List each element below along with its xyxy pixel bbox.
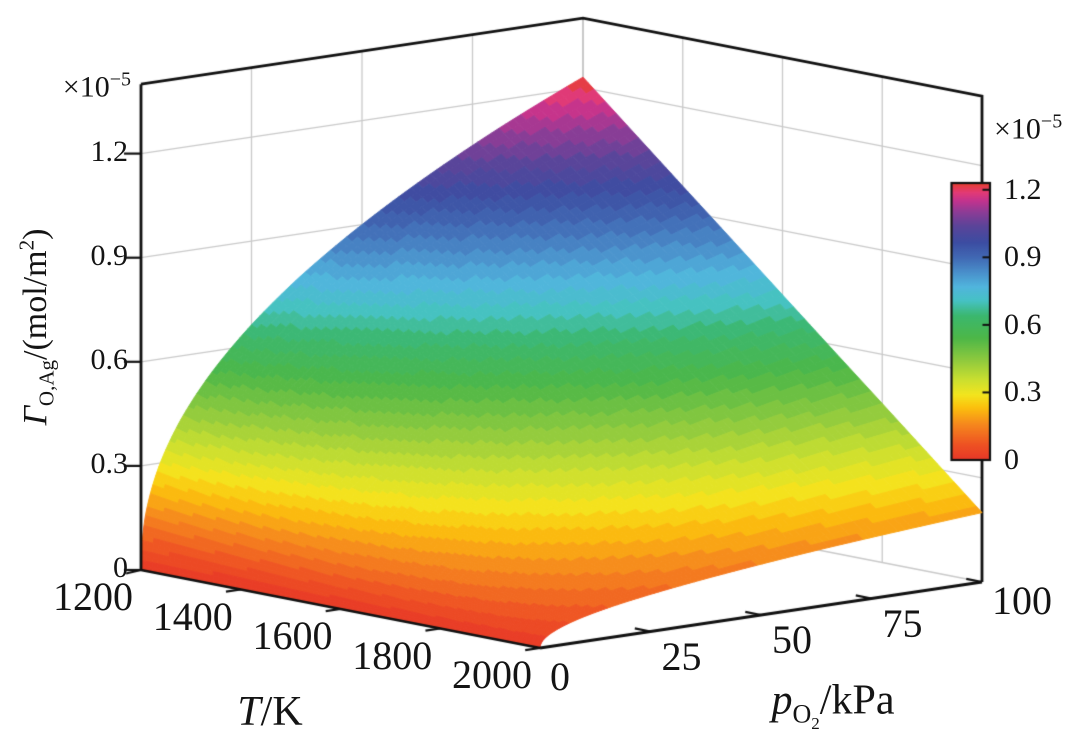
p-tick-label: 25 xyxy=(661,633,702,679)
t-tick-label: 1200 xyxy=(53,574,133,619)
colorbar-tick-label: 1.2 xyxy=(1004,172,1042,206)
z-tick-label: 1.2 xyxy=(90,134,129,168)
z-scale-base: ×10 xyxy=(62,70,110,104)
p-title-subscript: O2 xyxy=(792,700,820,734)
t-tick-label: 1400 xyxy=(152,593,233,639)
p-title-symbol: p xyxy=(771,677,793,724)
p-title-unit: /kPa xyxy=(819,677,895,724)
colorbar-tick-label: 0.9 xyxy=(1004,240,1042,274)
z-title-subscript: O,Ag xyxy=(34,359,59,407)
z-axis-scale-label: ×10−5 xyxy=(63,70,131,103)
t-tick-label: 1600 xyxy=(252,613,333,658)
colorbar-tick-label: 0.6 xyxy=(1004,307,1042,341)
colorbar-tick-label: 0 xyxy=(1004,443,1019,476)
z-title-unit-exponent: 2 xyxy=(14,239,39,251)
colorbar-scale-label: ×10−5 xyxy=(994,112,1062,145)
colorbar-scale-exponent: −5 xyxy=(1040,110,1063,133)
t-axis-title: T/K xyxy=(237,691,302,733)
t-tick-label: 2000 xyxy=(452,652,532,697)
z-tick-label: 0.3 xyxy=(90,446,129,480)
z-scale-exponent: −5 xyxy=(109,68,131,91)
z-tick-label: 0.6 xyxy=(90,342,129,376)
t-title-unit: /K xyxy=(260,689,303,735)
z-tick-label: 0 xyxy=(113,551,128,584)
colorbar-scale-base: ×10 xyxy=(994,112,1041,146)
z-axis-title: ΓO,Ag/(mol/m2) xyxy=(14,228,59,426)
colorbar-tick-label: 0.3 xyxy=(1004,375,1042,409)
z-title-symbol: Γ xyxy=(16,406,54,426)
z-title-unit-close: ) xyxy=(16,228,54,240)
p-tick-label: 75 xyxy=(882,600,923,646)
p-tick-label: 50 xyxy=(772,617,812,662)
p-tick-label: 100 xyxy=(992,578,1052,623)
p-tick-label: 0 xyxy=(550,654,570,699)
t-title-symbol: T xyxy=(237,689,261,735)
z-tick-label: 0.9 xyxy=(90,238,129,272)
p-axis-title: pO2/kPa xyxy=(772,680,895,733)
t-tick-label: 1800 xyxy=(352,632,433,678)
z-title-unit: /(mol/m xyxy=(16,250,54,360)
